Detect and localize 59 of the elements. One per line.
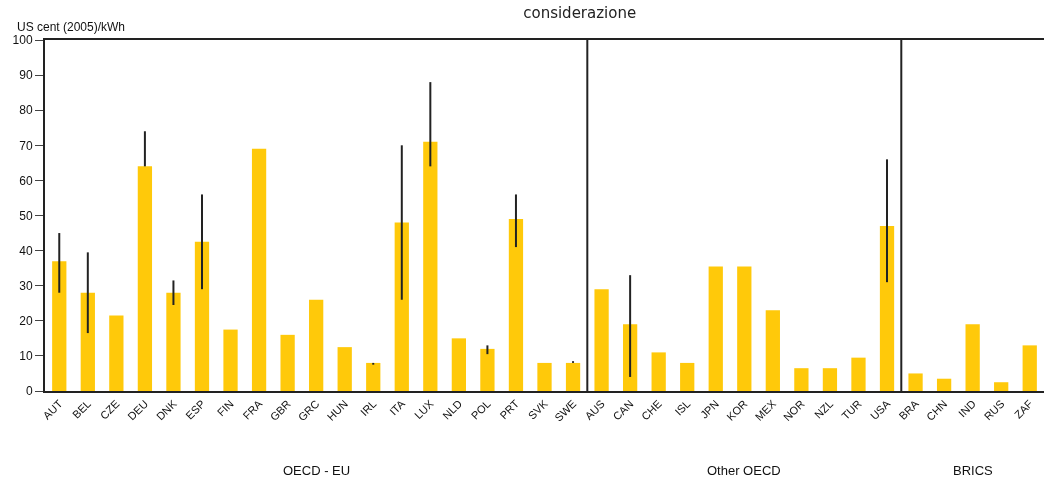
bar (223, 329, 238, 391)
text: Other OECD (707, 463, 781, 478)
bar (194, 241, 210, 391)
bar (537, 362, 552, 391)
x-tick-label: NZL (812, 397, 836, 421)
bar (1022, 345, 1037, 391)
bar (251, 148, 267, 391)
y-tick-label: 80 (19, 103, 33, 118)
bar (737, 266, 752, 391)
bar (822, 368, 838, 391)
bar (394, 222, 409, 391)
x-tick-label: IND (956, 397, 978, 420)
bar (680, 362, 695, 391)
x-tick-label: ISL (672, 397, 693, 418)
bar (366, 362, 381, 391)
y-tick-label: 20 (19, 314, 33, 328)
bar (936, 378, 952, 391)
x-tick-label: FIN (214, 397, 236, 419)
y-tick-label: 100 (12, 33, 33, 48)
bar (137, 166, 153, 391)
bar (765, 310, 780, 391)
x-tick-label: USA (867, 397, 893, 422)
bar (879, 226, 895, 391)
text: BRICS (953, 463, 994, 478)
bar (480, 348, 495, 391)
bar (708, 266, 723, 391)
x-tick-label: ITA (387, 397, 408, 418)
y-tick-label: 50 (19, 208, 33, 223)
x-tick-label: POL (468, 397, 493, 422)
text: OECD - EU (283, 463, 351, 478)
bar (565, 362, 581, 391)
bar (651, 352, 666, 391)
bar (280, 334, 295, 391)
bar (508, 219, 524, 391)
bar (451, 338, 467, 391)
bar (794, 368, 809, 391)
bar (908, 373, 923, 391)
y-tick-label: 90 (19, 68, 33, 83)
y-tick-label: 40 (19, 243, 33, 258)
bar (309, 299, 324, 391)
bar (994, 382, 1009, 391)
y-axis-title: US cent (2005)/kWh (17, 20, 126, 34)
y-tick-label: 10 (19, 349, 33, 364)
bar (423, 141, 438, 391)
y-tick-label: 70 (19, 138, 33, 153)
y-tick-label: 0 (25, 384, 33, 399)
bar (166, 292, 181, 391)
y-tick-label: 30 (19, 278, 33, 293)
bar (851, 357, 866, 391)
bar (52, 261, 67, 391)
bar (337, 347, 352, 391)
y-tick-label: 60 (19, 173, 33, 188)
bar (109, 315, 124, 391)
bar (594, 289, 609, 391)
chart-title: considerazione (523, 3, 637, 22)
bar (80, 292, 95, 391)
x-tick-label: BEL (69, 397, 94, 421)
bar (965, 324, 980, 391)
x-tick-label: IRL (357, 397, 379, 419)
